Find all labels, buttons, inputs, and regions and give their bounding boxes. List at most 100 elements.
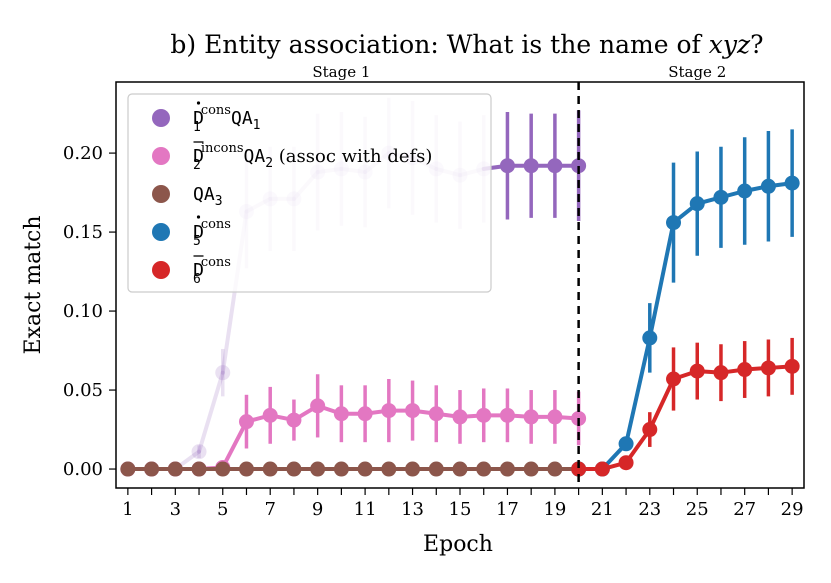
data-point [428,461,444,477]
x-tick-label: 15 [449,499,472,520]
series-line-segment [197,370,225,454]
legend-dot-accent [196,215,201,219]
series-2 [120,374,587,477]
stage-label-2: Stage 2 [668,63,726,81]
data-point [547,158,563,174]
data-point [144,461,160,477]
chart-title-prefix: b) Entity association: What is the name … [170,30,708,59]
x-tick-label: 25 [686,499,709,520]
data-point [737,362,753,378]
x-axis-label: Epoch [423,532,493,557]
series-line-segment [220,419,249,470]
legend-entry: D2inconsQA2 (assoc with defs) [193,141,432,173]
data-point [784,358,800,374]
x-tick-label: 27 [733,499,756,520]
data-point [642,330,658,346]
legend-subscript: 5 [193,234,201,249]
data-point [191,461,207,477]
legend-subscript: 6 [193,272,201,287]
legend-superscript: cons [201,103,231,118]
legend-symbol: D [193,146,204,167]
data-point [357,406,373,422]
data-point [571,158,587,174]
legend-marker [152,109,170,127]
data-point [784,175,800,191]
legend-tail-subscript: 1 [253,118,261,133]
x-tick-label: 13 [401,499,424,520]
legend-tail: QA [193,184,215,205]
x-tick-label: 17 [496,499,519,520]
data-point [523,158,539,174]
data-point [357,461,373,477]
data-point [476,461,492,477]
x-tick-label: 11 [354,499,377,520]
data-point [286,461,302,477]
x-tick-label: 29 [781,499,804,520]
y-tick-label: 0.20 [63,143,103,164]
legend-dot-accent [196,101,201,105]
legend-tail: QA [244,146,266,167]
data-point [642,422,658,438]
chart-title-variable: xyz [709,30,751,59]
data-point [737,183,753,199]
y-tick-label: 0.15 [63,222,103,243]
data-point [666,215,682,231]
legend-symbol: D [193,260,204,281]
data-point [594,461,610,477]
series-line-segment [624,335,652,446]
legend-marker [152,147,170,165]
data-point [523,461,539,477]
legend-tail-subscript: 3 [215,194,223,209]
x-tick-label: 21 [591,499,614,520]
data-point [618,455,634,471]
data-point [760,178,776,194]
data-point [238,461,254,477]
data-point [310,461,326,477]
legend-box [127,93,492,293]
data-point [523,409,539,425]
x-tick-label: 23 [638,499,661,520]
data-point [405,461,421,477]
legend-tail: QA [231,108,253,129]
data-point [167,461,183,477]
data-point [713,189,729,205]
data-point [689,196,705,212]
y-tick-label: 0.05 [63,380,103,401]
data-point [499,461,515,477]
legend-marker [152,223,170,241]
series-3 [120,461,587,477]
data-point [452,409,468,425]
y-tick-label: 0.10 [63,301,103,322]
data-point [760,360,776,376]
x-tick-label: 7 [264,499,275,520]
data-point [499,158,515,174]
legend-marker [152,261,170,279]
series-line-segment [647,220,676,340]
data-point [381,403,397,419]
x-tick-label: 3 [170,499,181,520]
data-point [286,412,302,428]
data-point [191,444,207,460]
data-point [452,461,468,477]
legend-superscript: cons [201,255,231,270]
legend-entry: D6cons [193,255,231,287]
y-axis-label: Exact match [21,215,46,354]
data-point [547,461,563,477]
x-tick-label: 19 [543,499,566,520]
chart-title: b) Entity association: What is the name … [170,30,763,59]
chart-title-suffix: ? [750,30,763,59]
series-line-segment [647,376,676,432]
data-point [310,398,326,414]
data-point [428,406,444,422]
data-point [618,436,634,452]
data-point [333,406,349,422]
data-point [713,365,729,381]
x-tick-label: 9 [312,499,323,520]
data-point [262,461,278,477]
x-tick-label: 5 [217,499,228,520]
y-tick-label: 0.00 [63,459,103,480]
data-point [381,461,397,477]
legend-entry: D5cons [193,217,231,249]
data-point [238,414,254,430]
